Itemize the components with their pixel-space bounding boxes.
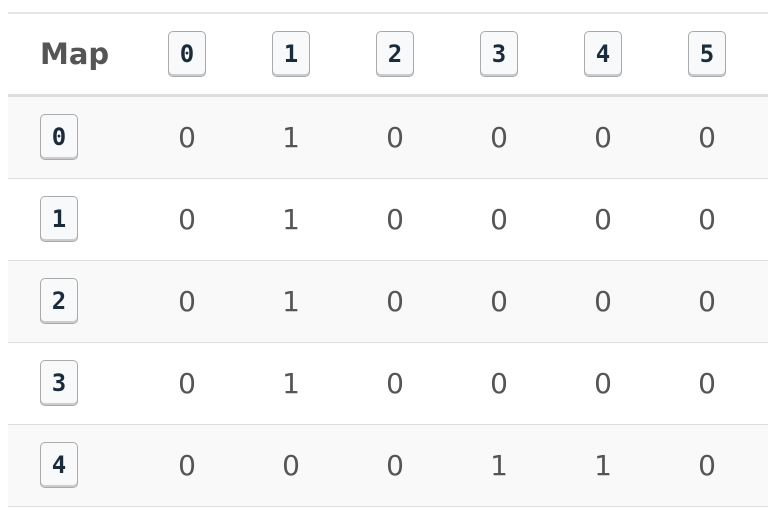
table-row: 1 0 1 0 0 0 0 — [8, 179, 768, 261]
table-cell: 0 — [594, 203, 612, 236]
table-cell: 0 — [594, 121, 612, 154]
table-cell: 0 — [490, 203, 508, 236]
header-title: Map — [40, 37, 110, 71]
table-cell: 0 — [490, 121, 508, 154]
table-cell: 0 — [386, 449, 404, 482]
table-cell: 0 — [386, 367, 404, 400]
table-row: 2 0 1 0 0 0 0 — [8, 261, 768, 343]
table-cell: 0 — [386, 285, 404, 318]
table-cell: 1 — [282, 367, 300, 400]
table-cell: 0 — [594, 367, 612, 400]
table-cell: 0 — [386, 203, 404, 236]
column-key: 1 — [272, 31, 310, 77]
table-cell: 0 — [490, 367, 508, 400]
table-cell: 0 — [698, 285, 716, 318]
row-key: 4 — [40, 442, 78, 488]
row-key: 0 — [40, 114, 78, 160]
table-cell: 1 — [282, 285, 300, 318]
table-cell: 1 — [282, 203, 300, 236]
column-key: 5 — [688, 31, 726, 77]
table-cell: 0 — [490, 285, 508, 318]
table-cell: 0 — [698, 367, 716, 400]
table-cell: 0 — [594, 285, 612, 318]
table-cell: 0 — [698, 203, 716, 236]
table-cell: 1 — [594, 449, 612, 482]
column-key: 3 — [480, 31, 518, 77]
table-row: 4 0 0 0 1 1 0 — [8, 425, 768, 507]
table-cell: 0 — [178, 203, 196, 236]
table-row: 3 0 1 0 0 0 0 — [8, 343, 768, 425]
row-key: 3 — [40, 360, 78, 406]
row-key: 1 — [40, 196, 78, 242]
table-cell: 0 — [178, 367, 196, 400]
table-cell: 1 — [282, 121, 300, 154]
table-cell: 1 — [490, 449, 508, 482]
row-key: 2 — [40, 278, 78, 324]
table-cell: 0 — [698, 121, 716, 154]
table-cell: 0 — [178, 449, 196, 482]
column-key: 4 — [584, 31, 622, 77]
header-row: Map 0 1 2 3 4 5 — [8, 12, 768, 97]
table-cell: 0 — [178, 121, 196, 154]
table-cell: 0 — [178, 285, 196, 318]
table-cell: 0 — [386, 121, 404, 154]
table-cell: 0 — [282, 449, 300, 482]
table-row: 0 0 1 0 0 0 0 — [8, 97, 768, 179]
column-key: 0 — [168, 31, 206, 77]
column-key: 2 — [376, 31, 414, 77]
table-cell: 0 — [698, 449, 716, 482]
